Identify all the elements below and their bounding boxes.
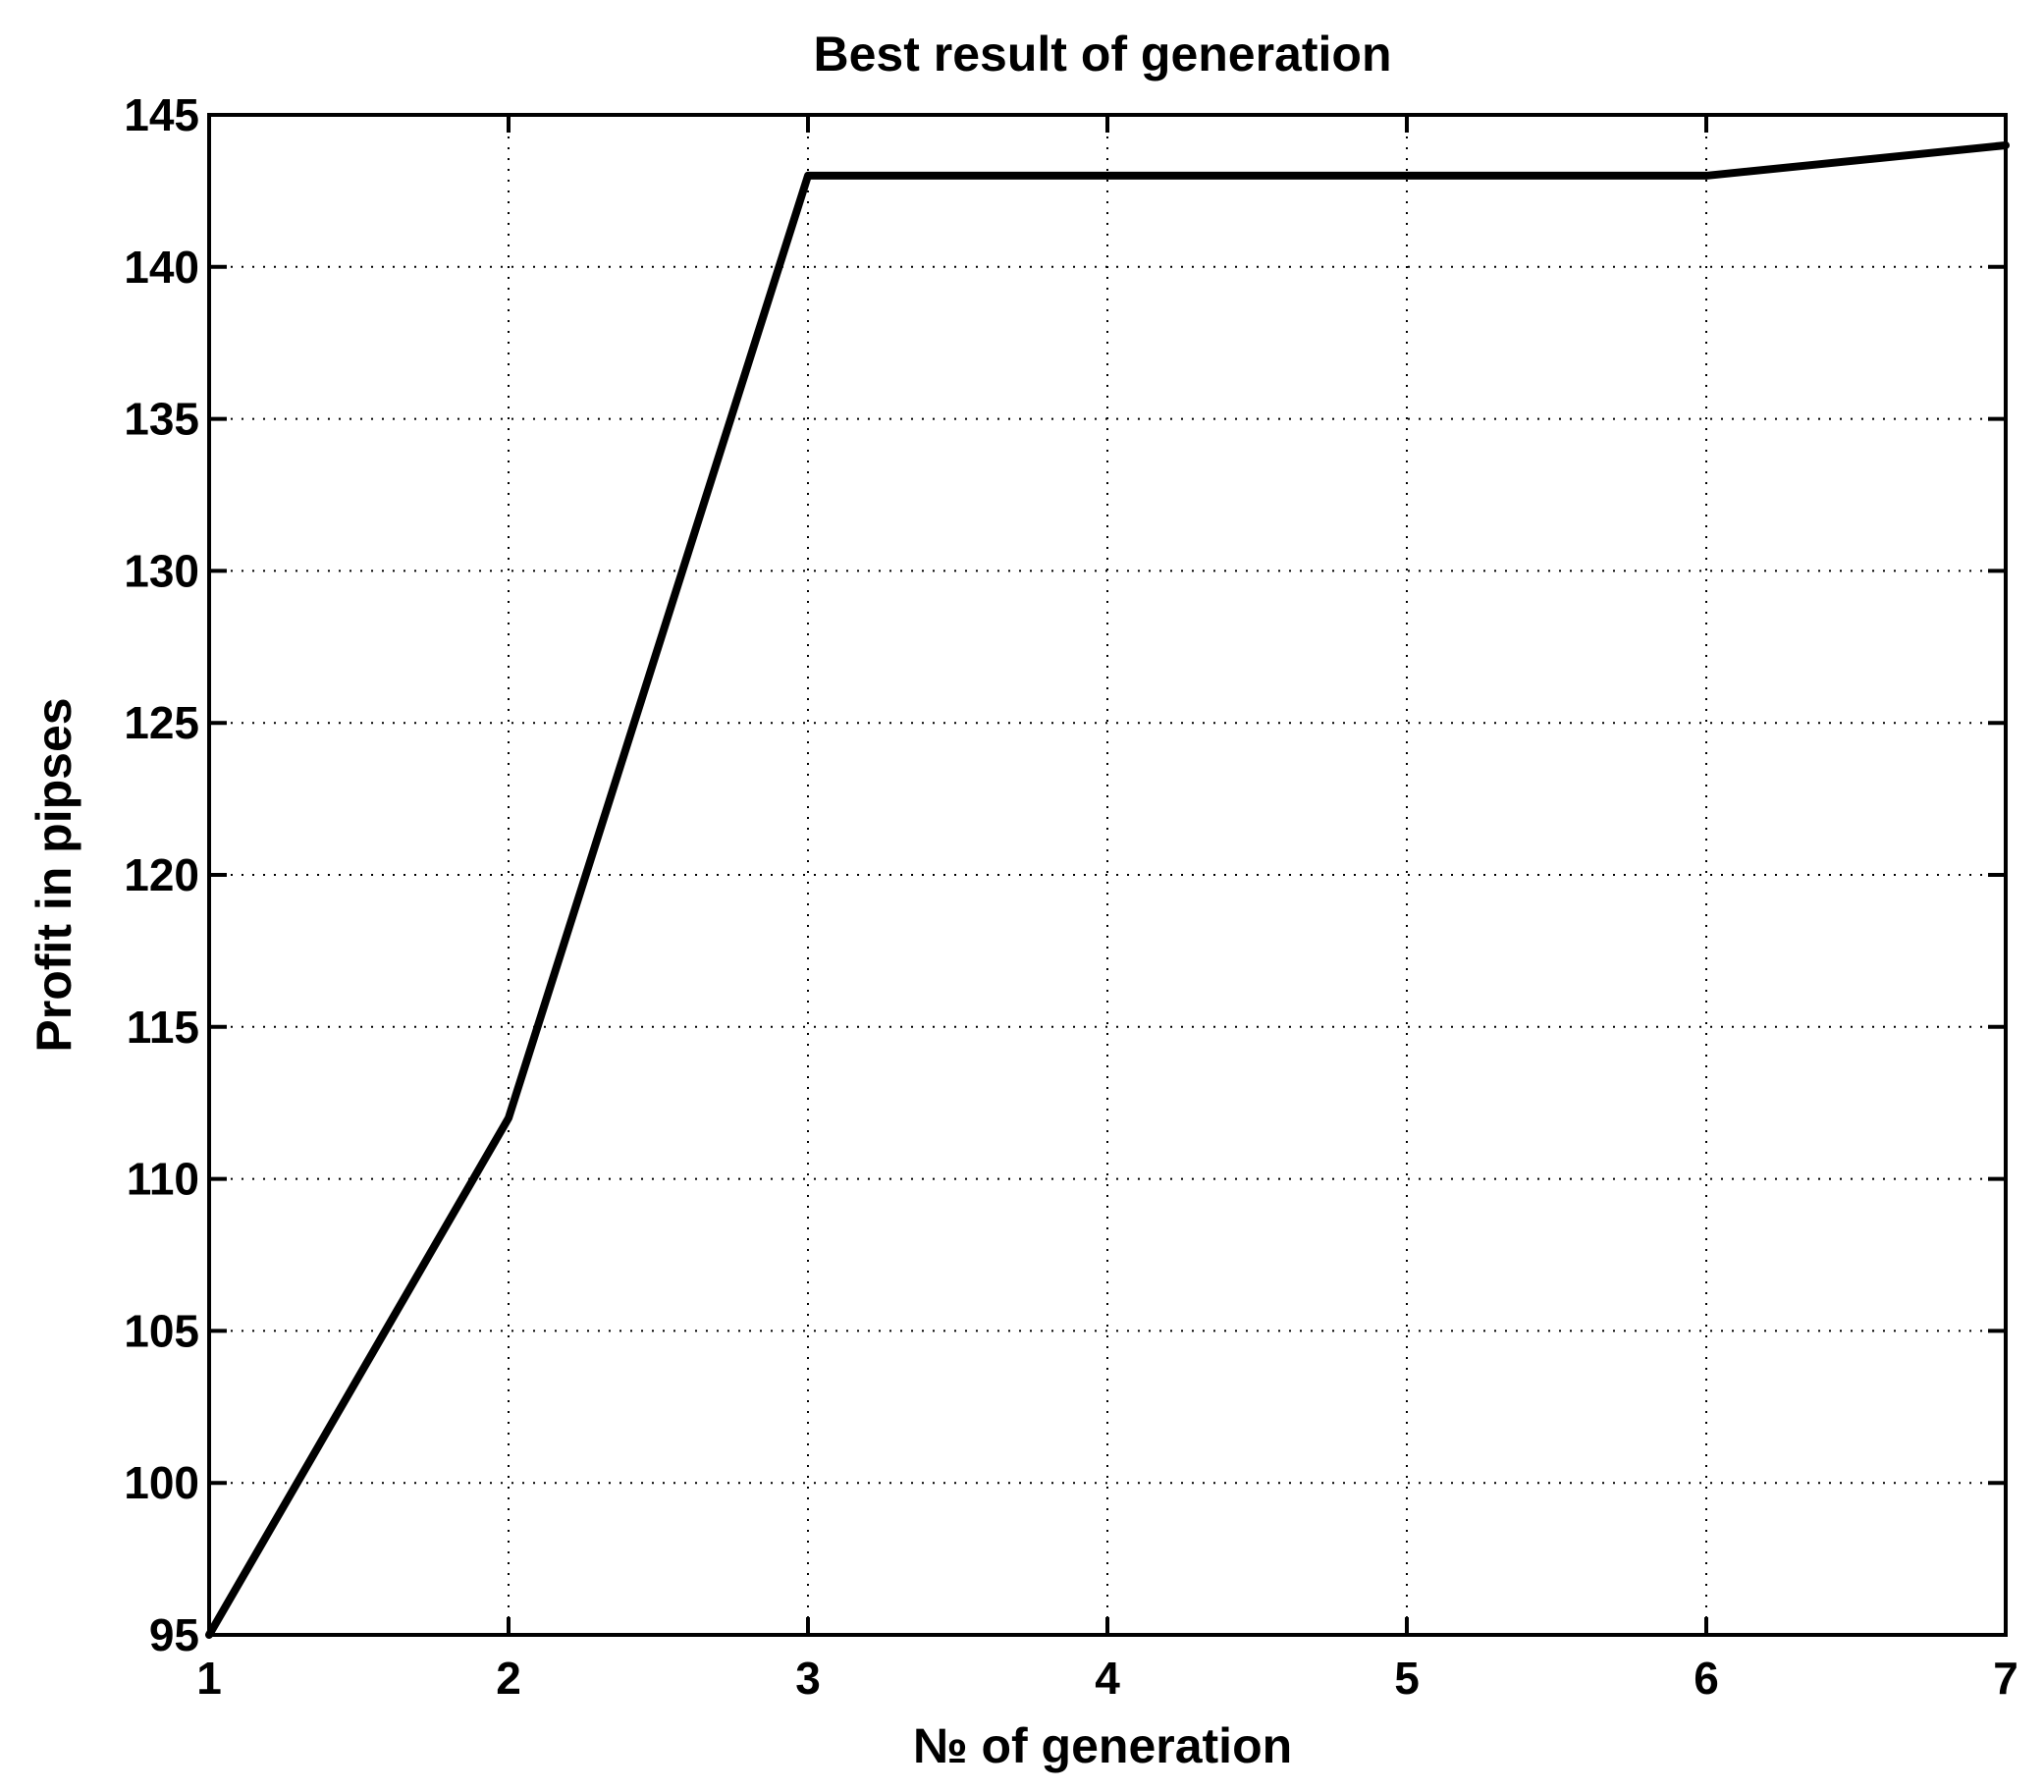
- plot-area-frame: [207, 113, 2008, 1637]
- grid: [208, 114, 2007, 1636]
- x-tick-label: 4: [1095, 1653, 1120, 1704]
- x-tick-labels: 1 2 3 4 5 6 7: [196, 1653, 2018, 1704]
- series: [205, 140, 2010, 1639]
- y-tick-label: 110: [127, 1154, 199, 1205]
- y-tick-label: 120: [124, 849, 199, 900]
- x-axis-label: № of generation: [913, 1718, 1292, 1773]
- y-axis-label: Profit in pipses: [27, 697, 81, 1052]
- y-tick-label: 130: [124, 545, 199, 596]
- x-tick-label: 5: [1394, 1653, 1420, 1704]
- x-tick-label: 7: [1993, 1653, 2018, 1704]
- y-tick-label: 105: [124, 1305, 199, 1356]
- y-tick-label: 115: [127, 1002, 199, 1053]
- y-tick-label: 125: [124, 697, 199, 748]
- chart-title: Best result of generation: [814, 27, 1392, 81]
- y-tick-labels: 95 100 105 110 115 120 125 130 135 140 145: [124, 89, 199, 1660]
- x-tick-label: 6: [1694, 1653, 1719, 1704]
- y-tick-label: 145: [124, 89, 199, 140]
- y-tick-label: 140: [124, 242, 199, 293]
- x-tick-label: 1: [196, 1653, 222, 1704]
- series-line: [205, 140, 2010, 1639]
- y-tick-label: 100: [124, 1457, 199, 1508]
- y-tick-label: 95: [149, 1609, 199, 1660]
- x-tick-label: 3: [795, 1653, 821, 1704]
- x-tick-label: 2: [496, 1653, 521, 1704]
- y-tick-label: 135: [124, 394, 199, 445]
